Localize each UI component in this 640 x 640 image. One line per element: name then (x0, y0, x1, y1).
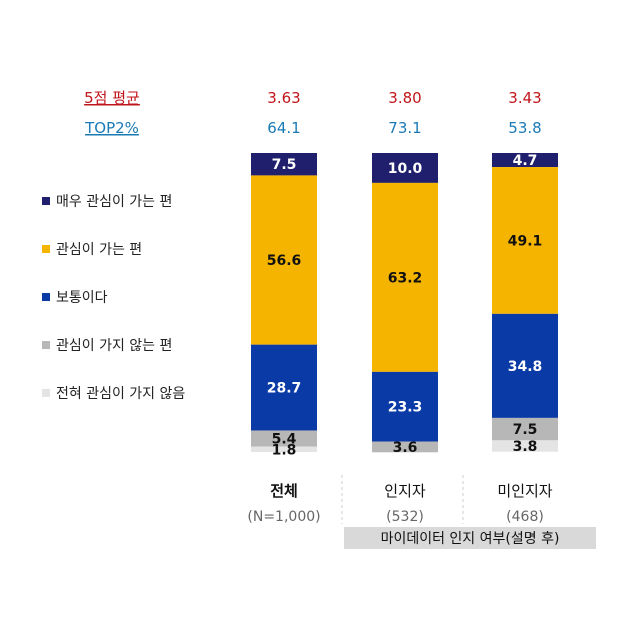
bar-segment (251, 175, 317, 345)
data-label: 56.6 (267, 253, 302, 269)
group-label-band (344, 527, 596, 549)
data-label: 7.5 (272, 157, 297, 173)
category-label: 인지자 (384, 482, 426, 500)
bar-segment (492, 440, 558, 452)
legend-label: 매우 관심이 가는 편 (56, 194, 172, 210)
top2-value: 73.1 (388, 119, 421, 137)
legend-label: 관심이 가는 편 (56, 242, 142, 258)
data-label: 3.6 (393, 440, 418, 456)
top2-value: 64.1 (267, 119, 300, 137)
data-label: 49.1 (508, 233, 543, 249)
legend-label: 관심이 가지 않는 편 (56, 338, 172, 354)
group-label: 마이데이터 인지 여부(설명 후) (381, 531, 560, 547)
avg-value: 3.43 (508, 89, 541, 107)
bar-segment (372, 441, 438, 453)
category-count: (N=1,000) (247, 509, 320, 525)
bar-segment (492, 313, 558, 418)
avg-row-label: 5점 평균 (84, 89, 140, 107)
bar-segment (372, 182, 438, 372)
bar-segment (251, 153, 317, 176)
data-label: 34.8 (508, 359, 543, 375)
data-label: 4.7 (513, 153, 538, 169)
top2-value: 53.8 (508, 119, 541, 137)
legend-swatch (42, 197, 50, 205)
legend-swatch (42, 245, 50, 253)
data-label: 5.4 (272, 432, 297, 448)
legend-swatch (42, 341, 50, 349)
avg-value: 3.63 (267, 89, 300, 107)
data-label: 7.5 (513, 422, 538, 438)
data-label: 23.3 (388, 400, 423, 416)
legend-label: 전혀 관심이 가지 않음 (56, 386, 185, 402)
data-label: 1.8 (272, 442, 297, 458)
data-label: 3.8 (513, 439, 538, 455)
bar-segment (492, 167, 558, 314)
category-count: (468) (506, 509, 544, 525)
bar-segment (372, 371, 438, 442)
bar-segment (251, 430, 317, 447)
bar-segment (492, 153, 558, 168)
category-label: 전체 (270, 482, 298, 500)
data-label: 10.0 (388, 161, 423, 177)
legend-label: 보통이다 (56, 290, 108, 306)
bar-segment (492, 417, 558, 441)
data-label: 28.7 (267, 381, 302, 397)
data-label: 63.2 (388, 270, 423, 286)
legend-swatch (42, 389, 50, 397)
legend-swatch (42, 293, 50, 301)
bar-segment (251, 446, 317, 452)
top2-row-label: TOP2% (84, 119, 139, 137)
bar-segment (251, 344, 317, 431)
category-label: 미인지자 (497, 482, 552, 500)
category-count: (532) (386, 509, 424, 525)
avg-value: 3.80 (388, 89, 421, 107)
bar-segment (372, 153, 438, 183)
